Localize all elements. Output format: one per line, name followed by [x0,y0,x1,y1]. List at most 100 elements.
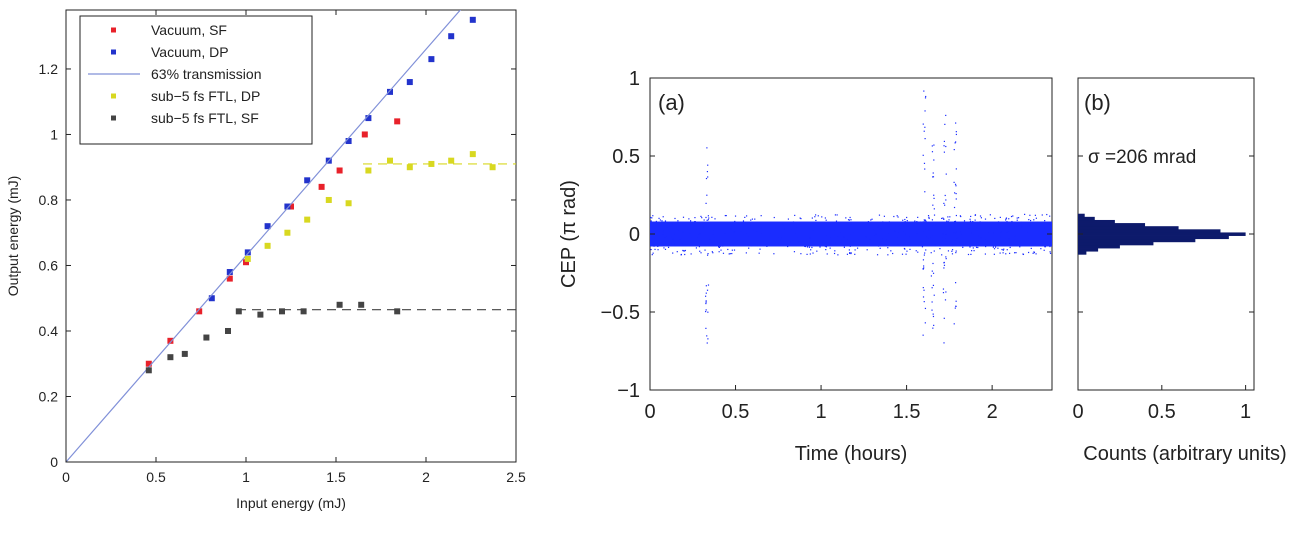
cep-scatter-point [718,251,720,253]
cep-scatter-point [947,250,950,252]
cep-scatter-point [854,249,856,251]
cep-scatter-point [984,218,987,220]
cep-scatter-point [724,232,726,234]
cep-scatter-point [711,216,713,218]
cep-scatter-point [1018,221,1020,224]
cep-scatter-point [918,224,921,226]
cep-scatter-point [701,234,703,237]
cep-scatter-point [1034,214,1037,216]
histogram-x-axis-label: Counts (arbitrary units) [1083,443,1286,465]
cep-scatter-point [894,230,896,232]
cep-scatter-point [953,232,955,234]
cep-scatter-point [814,216,816,218]
data-point [264,242,271,249]
cep-scatter-point [833,252,836,255]
cep-scatter-point [682,216,685,218]
legend-box [79,15,313,145]
cep-scatter-point [665,236,667,238]
cep-scatter-point [744,221,746,223]
cep-scatter-point [653,245,655,247]
cep-scatter-point [664,220,667,222]
cep-scatter-point [754,218,756,220]
cep-scatter-point [688,218,690,220]
cep-outlier-point [705,292,707,294]
cep-scatter-point [903,225,905,227]
cep-scatter-point [977,241,979,243]
cep-scatter-point [733,231,735,233]
cep-scatter-point [1046,213,1048,216]
cep-scatter-point [955,241,957,244]
cep-scatter-point [845,217,847,219]
cep-scatter-point [834,214,837,216]
cep-outlier-point [955,131,957,133]
cep-scatter-point [906,250,908,252]
cep-scatter-point [1034,243,1036,245]
cep-scatter-point [940,232,943,234]
cep-scatter-point [1033,232,1036,234]
cep-scatter-point [834,242,836,244]
cep-scatter-point [1016,223,1018,225]
cep-scatter-point [785,226,788,228]
cep-scatter-point [947,221,949,223]
cep-outlier-point [930,275,932,277]
cep-scatter-point [780,237,782,239]
cep-scatter-point [955,214,957,217]
hist-x-tick-label: 0.5 [1148,401,1176,423]
cep-scatter-point [676,251,678,253]
cep-scatter-point [835,220,838,222]
cep-scatter-point [850,223,852,225]
cep-outlier-point [954,220,957,222]
cep-scatter-point [691,236,693,238]
cep-outlier-point [707,311,709,313]
cep-scatter-point [652,215,654,217]
cep-scatter-point [930,237,932,239]
cep-scatter-point [806,253,808,255]
cep-scatter-point [850,252,852,255]
cep-scatter-point [1044,227,1046,230]
cep-scatter-point [1022,253,1024,255]
cep-scatter-point [1021,238,1024,240]
cep-scatter-point [974,214,977,216]
cep-scatter-point [881,233,884,235]
transmission-line [66,10,462,462]
energy-y-tick-label: 0.6 [39,257,59,273]
cep-scatter-point [667,246,670,249]
cep-scatter-point [808,237,810,239]
cep-outlier-point [942,288,945,290]
cep-outlier-point [953,181,955,183]
cep-scatter-point [888,242,891,244]
cep-scatter-point [907,233,910,236]
cep-scatter-point [750,219,752,221]
cep-scatter-point [988,229,991,231]
cep-scatter-point [816,241,818,243]
cep-outlier-point [945,199,947,201]
energy-y-tick-label: 0.8 [39,192,59,208]
cep-outlier-point [705,177,708,180]
cep-scatter-point [915,250,917,252]
cep-scatter-point [959,231,961,233]
cep-scatter-point [902,219,904,221]
cep-scatter-point [887,254,889,256]
cep-scatter-point [657,249,659,251]
cep-outlier-point [943,262,945,264]
cep-scatter-point [652,242,654,244]
cep-scatter-point [766,245,768,247]
histogram-bar [1078,241,1154,246]
cep-scatter-point [718,246,720,248]
cep-scatter-point [986,240,989,242]
cep-scatter-point [792,238,794,240]
cep-outlier-point [954,307,956,309]
cep-scatter-point [794,214,796,217]
cep-scatter-point [884,244,886,246]
cep-scatter-point [1006,231,1008,233]
cep-scatter-point [707,215,709,217]
cep-scatter-point [1033,219,1035,221]
cep-scatter-point [905,253,907,255]
histogram-bar [1078,213,1085,218]
cep-scatter-point [790,241,792,243]
cep-scatter-point [744,237,746,240]
cep-scatter-point [810,249,812,251]
cep-scatter-point [840,242,842,244]
cep-scatter-point [1032,227,1035,229]
cep-scatter-point [1010,215,1013,218]
